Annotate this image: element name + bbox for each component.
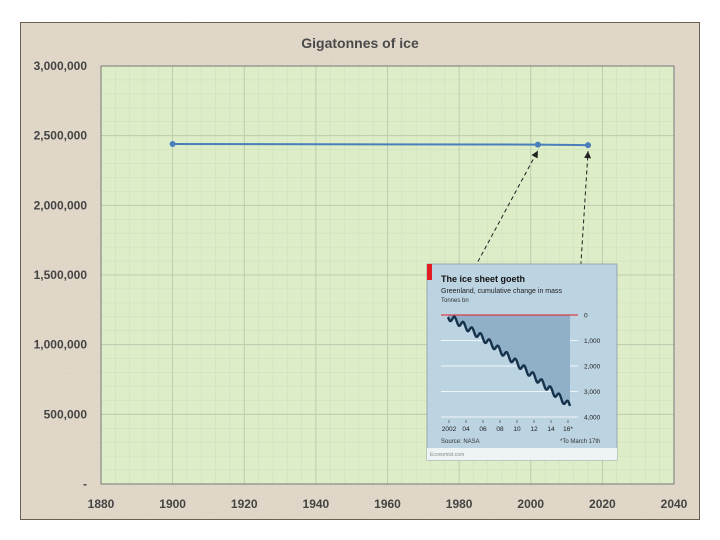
- inset-area: [448, 315, 570, 406]
- x-tick-label: 1960: [374, 497, 401, 511]
- y-tick-label: -: [83, 477, 87, 491]
- inset-y-tick-label: 1,000: [584, 338, 601, 345]
- data-point[interactable]: [169, 141, 176, 148]
- inset-unit: Tonnes bn: [441, 298, 469, 304]
- inset-footnote: *To March 17th: [560, 439, 600, 445]
- inset-y-axis: 0 1,000 2,000 3,000 4,000: [584, 313, 601, 422]
- y-tick-label: 3,000,000: [34, 59, 88, 73]
- inset-x-tick-label: 12: [530, 426, 538, 433]
- series-line: [172, 143, 589, 147]
- series-group: [169, 141, 592, 149]
- x-tick-label: 1900: [159, 497, 186, 511]
- y-axis: - 500,000 1,000,000 1,500,000 2,000,000 2,500…: [34, 59, 88, 491]
- y-tick-label: 2,000,000: [34, 198, 88, 212]
- plot-border: [100, 65, 675, 485]
- inset-mass-line: [446, 315, 572, 407]
- inset-red-tag: [427, 264, 432, 280]
- inset-x-tick-label: 06: [479, 426, 487, 433]
- x-tick-label: 2040: [661, 497, 688, 511]
- inset-credit: Economist.com: [430, 452, 464, 458]
- inset-title: The ice sheet goeth: [441, 274, 525, 284]
- data-point[interactable]: [534, 141, 541, 148]
- data-point[interactable]: [585, 142, 592, 149]
- inset-x-tick-label: 16*: [563, 426, 573, 433]
- x-tick-label: 1980: [446, 497, 473, 511]
- arrow-head: [531, 150, 538, 159]
- inset-credit-band: [427, 448, 617, 460]
- x-tick-label: 2000: [517, 497, 544, 511]
- x-tick-label: 2020: [589, 497, 616, 511]
- y-tick-label: 1,000,000: [34, 338, 88, 352]
- x-tick-label: 1940: [303, 497, 330, 511]
- inset-subtitle: Greenland, cumulative change in mass: [441, 288, 563, 295]
- inset-x-tick-label: 04: [462, 426, 470, 433]
- arrow-head: [584, 151, 592, 159]
- y-tick-label: 1,500,000: [34, 268, 88, 282]
- y-tick-label: 500,000: [44, 407, 88, 421]
- inset-x-tick-label: 10: [513, 426, 521, 433]
- x-tick-label: 1920: [231, 497, 258, 511]
- x-axis: 1880 1900 1920 1940 1960 1980 2000 2020 2040: [88, 497, 688, 511]
- inset-y-tick-label: 3,000: [584, 389, 601, 396]
- inset-y-tick-label: 0: [584, 313, 588, 320]
- chart-frame: [20, 22, 700, 520]
- inset-x-tick-label: 14: [547, 426, 555, 433]
- inset-source: Source: NASA: [441, 439, 480, 445]
- inset-y-tick-label: 4,000: [584, 415, 601, 422]
- inset-x-axis: 2002 04 06 08 10 12 14 16*: [442, 420, 573, 433]
- x-tick-label: 1880: [88, 497, 115, 511]
- inset-x-tick-label: 2002: [442, 426, 457, 433]
- inset-y-tick-label: 2,000: [584, 364, 601, 371]
- chart-title: Gigatonnes of ice: [301, 35, 419, 51]
- inset-x-tick-label: 08: [496, 426, 504, 433]
- y-tick-label: 2,500,000: [34, 129, 88, 143]
- inset-chart: The ice sheet goeth Greenland, cumulativ…: [426, 263, 618, 461]
